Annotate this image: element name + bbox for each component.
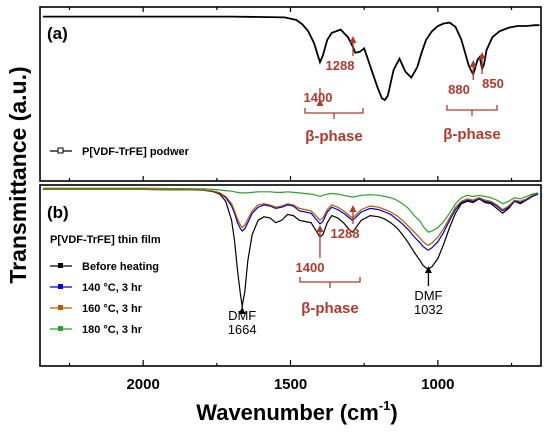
panel-b-frame <box>39 184 542 367</box>
annotation-arrowhead-0-2 <box>469 60 477 67</box>
annotation-label-1-1: 1288 <box>331 226 360 241</box>
legend-text-0-0: P[VDF-TrFE] podwer <box>82 146 190 158</box>
legend-marker-1-1 <box>58 284 63 289</box>
annotation-arrowhead-0-0 <box>316 99 324 106</box>
annotation-arrowhead-1-3 <box>424 266 432 273</box>
x-axis-label-close: ) <box>390 400 397 425</box>
panel-a: P[VDF-TrFE] podwer 1400 1288 880 850 β-phase β… <box>42 15 540 158</box>
annotation-arrowhead-1-1 <box>349 205 357 212</box>
bracket-0-0 <box>304 108 364 119</box>
x-tick-label-1: 1500 <box>274 376 307 393</box>
plot-layer: P[VDF-TrFE] podwer 1400 1288 880 850 β-phase β… <box>42 15 540 337</box>
bracket-label-0-0: β-phase <box>305 128 363 145</box>
x-axis-label: Wavenumber (cm-1) <box>196 398 397 425</box>
legend-marker-1-0 <box>58 263 63 268</box>
series-line-0-0 <box>42 15 540 102</box>
x-axis-ticks: 2000 1500 1000 <box>68 7 513 393</box>
legend-marker-1-3 <box>58 326 63 331</box>
bracket-1-0 <box>299 277 361 288</box>
y-axis-label: Transmittance (a.u.) <box>5 66 31 283</box>
panel-b-label: (b) <box>47 203 69 222</box>
annotation-label-0-0: 1400 <box>304 90 333 105</box>
x-tick-label-0: 2000 <box>126 376 159 393</box>
bracket-label-1-0: β-phase <box>301 300 359 317</box>
annotation-label-1-0: 1400 <box>296 260 325 275</box>
annotation-label-0-1: 1288 <box>326 58 355 73</box>
annotation-arrowhead-0-3 <box>478 52 486 59</box>
legend-title: P[VDF-TrFE] thin film <box>50 234 161 246</box>
legend-text-1-3: 180 °C, 3 hr <box>82 324 143 336</box>
panel-a-label: (a) <box>47 24 68 43</box>
annotation-arrowhead-1-0 <box>316 225 324 232</box>
panel-b: P[VDF-TrFE] thin film Before heating 140 °… <box>42 187 539 337</box>
bracket-label-0-1: β-phase <box>443 126 501 143</box>
legend-text-1-1: 140 °C, 3 hr <box>82 282 143 294</box>
x-tick-label-2: 1000 <box>421 376 454 393</box>
annotation-value-1-3: 1032 <box>414 302 443 317</box>
annotation-arrowhead-0-1 <box>349 36 357 43</box>
annotation-label-0-3: 850 <box>482 76 504 91</box>
annotation-value-1-2: 1664 <box>228 322 257 337</box>
annotation-arrowhead-1-2 <box>238 307 246 314</box>
annotation-label-1-3: DMF <box>414 288 442 303</box>
annotation-label-1-2: DMF <box>228 308 256 323</box>
bracket-0-1 <box>446 105 498 116</box>
legend-text-1-0: Before heating <box>82 261 159 273</box>
legend-marker-0-0 <box>57 147 64 154</box>
legend-text-1-2: 160 °C, 3 hr <box>82 303 143 315</box>
legend-marker-1-2 <box>58 305 63 310</box>
series-line-1-3 <box>42 187 539 233</box>
x-axis-label-superscript: -1 <box>379 398 391 413</box>
annotation-label-0-2: 880 <box>448 82 470 97</box>
